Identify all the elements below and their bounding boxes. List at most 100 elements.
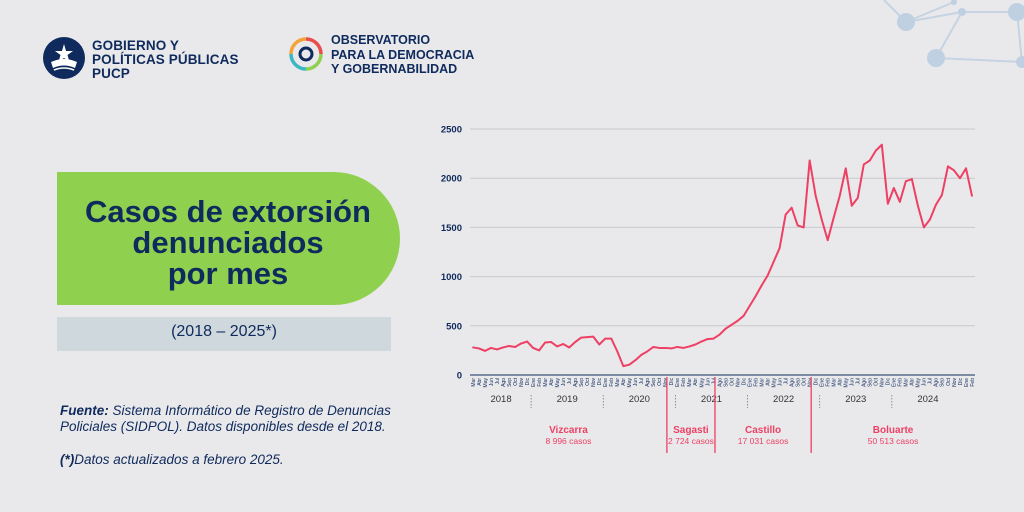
org2-line: PARA LA DEMOCRACIA <box>331 47 475 62</box>
org2-line: Y GOBERNABILIDAD <box>331 62 458 76</box>
data-point <box>634 359 637 362</box>
period-name: Boluarte <box>873 425 914 436</box>
month-tick-label: Abr <box>477 378 483 386</box>
month-tick-label: Nov <box>591 378 597 387</box>
month-tick-label: Ene <box>603 378 609 387</box>
month-tick-label: Sep <box>940 378 946 387</box>
data-point <box>664 347 667 349</box>
month-tick-label: Mar <box>832 378 838 387</box>
month-tick-label: Mar <box>687 378 693 387</box>
month-tick-label: Mar <box>615 378 621 387</box>
org1-line: PUCP <box>92 66 130 81</box>
month-tick-label: Sep <box>651 378 657 387</box>
month-tick-label: Jun <box>561 378 567 386</box>
update-note: (*)Datos actualizados a febrero 2025. <box>60 452 410 467</box>
month-tick-label: Sep <box>868 378 874 387</box>
org2-line: OBSERVATORIO <box>331 33 431 47</box>
month-tick-label: May <box>627 378 633 388</box>
month-tick-label: Dic <box>813 378 819 386</box>
data-point <box>856 196 859 199</box>
data-point <box>892 187 895 189</box>
period-name: Vizcarra <box>549 425 588 436</box>
observatory-logo-icon <box>289 37 323 71</box>
data-point <box>971 195 973 197</box>
data-point <box>784 213 787 216</box>
month-tick-label: Ago <box>645 378 651 387</box>
month-tick-label: May <box>555 378 561 388</box>
data-point <box>682 347 685 349</box>
data-point <box>670 347 673 350</box>
year-label: 2019 <box>557 394 578 405</box>
chart-title: Casos de extorsión denunciados por mes <box>60 196 396 289</box>
series-line <box>472 143 973 368</box>
data-point <box>935 203 937 206</box>
data-point <box>502 346 504 349</box>
data-point <box>616 350 619 353</box>
data-point <box>838 195 841 197</box>
data-point <box>718 333 721 336</box>
month-tick-label: Sep <box>723 378 729 387</box>
data-point <box>832 216 835 219</box>
data-point <box>874 149 877 152</box>
data-point <box>640 353 643 356</box>
org1-line: GOBIERNO Y <box>92 38 180 53</box>
month-tick-label: Mar <box>543 378 549 387</box>
data-point <box>947 165 949 168</box>
month-tick-label: Feb <box>609 378 615 387</box>
month-tick-label: Nov <box>735 378 741 387</box>
data-point <box>844 167 847 170</box>
data-point <box>610 337 613 340</box>
month-tick-label: Jun <box>489 378 495 386</box>
data-point <box>556 345 559 348</box>
y-tick-label: 1000 <box>441 272 462 283</box>
title-card <box>57 172 400 305</box>
month-tick-label: Abr <box>693 378 699 386</box>
y-tick-label: 500 <box>446 321 462 332</box>
data-point <box>916 204 919 207</box>
period-cases: 8 996 casos <box>546 436 592 446</box>
month-tick-label: Oct <box>585 377 591 385</box>
month-tick-label: Jul <box>639 378 645 384</box>
data-point <box>868 159 871 162</box>
data-point <box>544 341 547 344</box>
data-point <box>748 305 751 308</box>
data-point <box>772 260 775 263</box>
source-note: Fuente: Sistema Informático de Registro … <box>60 403 410 435</box>
data-point <box>802 226 805 229</box>
title-line: por mes <box>167 256 289 291</box>
month-tick-label: Oct <box>657 377 663 385</box>
month-tick-label: Jul <box>711 378 717 384</box>
y-tick-label: 0 <box>457 371 462 382</box>
month-tick-label: Abr <box>765 378 771 386</box>
org2-name: OBSERVATORIO PARA LA DEMOCRACIA Y GOBERN… <box>331 33 474 77</box>
period-cases: 50 513 casos <box>868 436 919 446</box>
month-tick-label: Abr <box>838 378 844 386</box>
org1-name: GOBIERNO Y POLÍTICAS PÚBLICAS PUCP <box>92 39 239 81</box>
month-tick-label: Jun <box>850 378 856 386</box>
period-box <box>57 317 391 351</box>
month-tick-label: Oct <box>874 377 880 385</box>
year-label: 2020 <box>629 394 650 405</box>
y-tick-label: 2500 <box>441 125 462 136</box>
month-tick-label: Jun <box>777 378 783 386</box>
title-line: denunciados <box>132 225 324 260</box>
data-point <box>706 338 709 340</box>
month-tick-label: Oct <box>801 377 807 385</box>
month-tick-label: Ene <box>531 378 537 387</box>
month-tick-label: Ago <box>934 378 940 387</box>
data-point <box>742 315 745 317</box>
month-tick-label: Feb <box>537 378 543 387</box>
data-point <box>550 341 553 343</box>
data-point <box>712 337 715 340</box>
month-tick-label: Nov <box>807 378 813 387</box>
source-text: Sistema Informático de Registro de Denun… <box>60 403 391 434</box>
year-label: 2021 <box>701 394 722 405</box>
data-point <box>508 345 510 347</box>
data-point <box>526 340 529 343</box>
month-tick-label: Ene <box>747 378 753 387</box>
month-tick-label: Feb <box>753 378 759 387</box>
month-tick-label: Feb <box>826 378 832 387</box>
month-tick-label: Dic <box>958 378 964 386</box>
data-point <box>796 224 799 227</box>
data-point <box>730 323 733 326</box>
